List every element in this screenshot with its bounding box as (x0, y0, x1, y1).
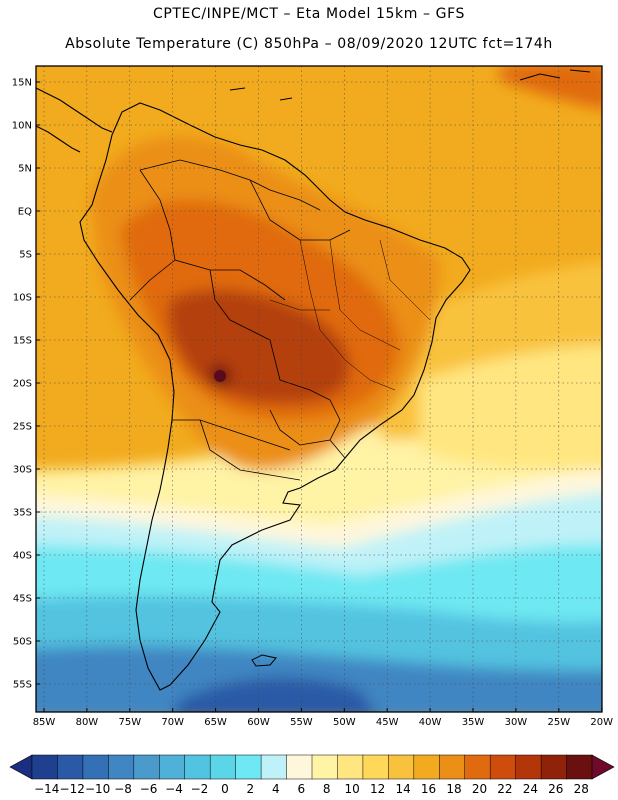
colorbar-label: 26 (548, 782, 563, 796)
colorbar-label: 12 (370, 782, 385, 796)
colorbar-swatch (515, 754, 542, 780)
colorbar-swatch (388, 754, 415, 780)
lat-tick-label: 5S (19, 250, 32, 261)
colorbar-swatch (260, 754, 288, 780)
state-borders (269, 239, 431, 391)
colorbar-label: 10 (345, 782, 360, 796)
lat-tick-label: 5N (18, 164, 32, 175)
colorbar-high-arrow (591, 754, 615, 780)
colorbar-label: −8 (114, 782, 132, 796)
lat-tick-label: 10S (13, 293, 32, 304)
lon-tick-label: 70W (161, 717, 184, 728)
colorbar-label: −4 (165, 782, 183, 796)
colorbar-label: 4 (272, 782, 280, 796)
colorbar-label: 6 (297, 782, 305, 796)
colorbar-label: 8 (323, 782, 331, 796)
colorbar-swatch (413, 754, 440, 780)
caribbean-islands (229, 69, 591, 101)
falkland-islands (251, 654, 277, 667)
longitude-axis: 85W 80W 75W 70W 65W 60W 55W 50W 45W 40W 35W 30W 25W 2… (33, 708, 613, 728)
colorbar-swatch (540, 754, 568, 780)
colorbar-label: 20 (472, 782, 487, 796)
colorbar-label: −14 (34, 782, 59, 796)
colorbar-swatch (209, 754, 237, 780)
colorbar-label: −6 (140, 782, 158, 796)
lon-tick-label: 80W (76, 717, 99, 728)
colorbar-label: 24 (523, 782, 538, 796)
colorbar-swatch (235, 754, 262, 780)
lat-tick-label: 45S (13, 594, 32, 605)
lon-tick-label: 35W (462, 717, 485, 728)
lat-tick-label: EQ (18, 207, 32, 218)
colorbar-label: 2 (247, 782, 255, 796)
field-band-blue (36, 645, 602, 712)
field-band-caribbean (500, 66, 602, 109)
colorbar-swatch (108, 754, 135, 780)
lat-tick-label: 15S (13, 336, 32, 347)
colorbar-label: 18 (446, 782, 461, 796)
lat-tick-label: 50S (13, 637, 32, 648)
colorbar-swatch (464, 754, 491, 780)
colorbar: −14 −12 −10 −8 −6 −4 −2 0 2 4 6 8 10 12 14 16 18 20 22 24 26… (9, 754, 615, 796)
lon-tick-label: 85W (33, 717, 56, 728)
lat-tick-label: 40S (13, 551, 32, 562)
map-plot-area (36, 66, 602, 712)
lat-tick-label: 30S (13, 465, 32, 476)
colorbar-swatch (311, 754, 339, 780)
lon-tick-label: 50W (333, 717, 356, 728)
colorbar-swatch (439, 754, 466, 780)
colorbar-label: 28 (574, 782, 589, 796)
colorbar-swatch (286, 754, 313, 780)
map-subtitle: Absolute Temperature (C) 850hPa – 08/09/… (65, 36, 553, 52)
lon-tick-label: 75W (118, 717, 141, 728)
lon-tick-label: 20W (590, 717, 613, 728)
colorbar-swatch (82, 754, 109, 780)
colorbar-swatch (337, 754, 364, 780)
map-title: CPTEC/INPE/MCT – Eta Model 15km – GFS (152, 6, 466, 22)
lon-tick-label: 40W (419, 717, 442, 728)
field-band-pale-yellow-ocean (420, 345, 602, 470)
lat-tick-label: 25S (13, 422, 32, 433)
colorbar-swatch (133, 754, 160, 780)
latitude-axis: 15N 10N 5N EQ 5S 10S 15S 20S 25S 30S 35S 40S 45S 50S 5… (12, 78, 40, 691)
colorbar-label: 0 (221, 782, 229, 796)
lat-tick-label: 10N (12, 121, 32, 132)
colorbar-label: −2 (191, 782, 209, 796)
colorbar-swatch (31, 754, 59, 780)
colorbar-swatch (566, 754, 593, 780)
colorbar-low-arrow (9, 754, 33, 780)
colorbar-label: −12 (60, 782, 85, 796)
lon-tick-label: 65W (204, 717, 227, 728)
hot-spot-marker (214, 370, 226, 382)
map-frame (35, 65, 603, 713)
colorbar-swatch (184, 754, 211, 780)
lon-tick-label: 30W (505, 717, 528, 728)
colorbar-label: −10 (85, 782, 110, 796)
lon-tick-label: 55W (290, 717, 313, 728)
lon-tick-label: 60W (247, 717, 270, 728)
lat-tick-label: 20S (13, 379, 32, 390)
south-america-coastline (79, 102, 471, 691)
colorbar-swatch (159, 754, 186, 780)
lat-tick-label: 15N (12, 78, 32, 89)
field-band-blue-dark (174, 677, 375, 712)
lon-tick-label: 45W (376, 717, 399, 728)
lat-tick-label: 55S (13, 680, 32, 691)
lat-tick-label: 35S (13, 508, 32, 519)
colorbar-label: 16 (421, 782, 436, 796)
colorbar-swatch (57, 754, 84, 780)
lon-tick-label: 25W (547, 717, 570, 728)
colorbar-swatch (362, 754, 389, 780)
colorbar-swatch (489, 754, 517, 780)
colorbar-label: 14 (395, 782, 410, 796)
colorbar-label: 22 (497, 782, 512, 796)
